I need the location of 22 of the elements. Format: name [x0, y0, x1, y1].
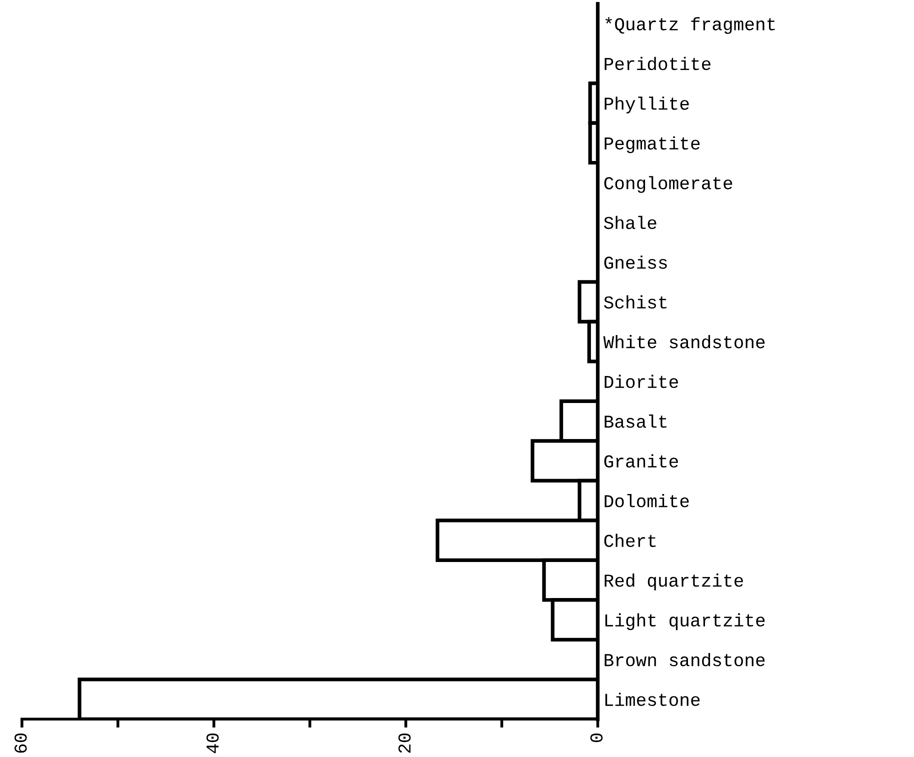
y-tick-label: Limestone	[605, 692, 700, 706]
x-tick-label: 40	[206, 733, 219, 754]
y-tick-label: Pegmatite	[604, 136, 700, 154]
x-tick-label: 0	[590, 733, 603, 742]
x-tick-label: 60	[14, 733, 27, 753]
y-tick-label: Shale	[604, 216, 656, 230]
y-tick-label: White sandstone	[603, 335, 765, 348]
y-tick-label: Red quartzite	[604, 574, 743, 590]
y-tick-label: Gneiss	[604, 256, 667, 269]
y-tick-label: Schist	[604, 295, 666, 309]
y-tick-label: Dolomite	[604, 494, 689, 508]
y-tick-label: Diorite	[604, 374, 678, 388]
y-tick-label: *Quartz fragment	[606, 17, 775, 34]
y-tick-label: Granite	[604, 454, 678, 468]
y-tick-label: Peridotite	[604, 56, 710, 70]
y-tick-label: Light quartzite	[605, 613, 765, 630]
y-tick-label: Basalt	[604, 414, 666, 428]
y-tick-label: Chert	[604, 534, 656, 548]
y-tick-label: Conglomerate	[604, 176, 732, 193]
x-tick-label: 20	[398, 733, 411, 753]
y-tick-label: Phyllite	[604, 96, 689, 114]
y-tick-label: Brown sandstone	[604, 652, 765, 666]
